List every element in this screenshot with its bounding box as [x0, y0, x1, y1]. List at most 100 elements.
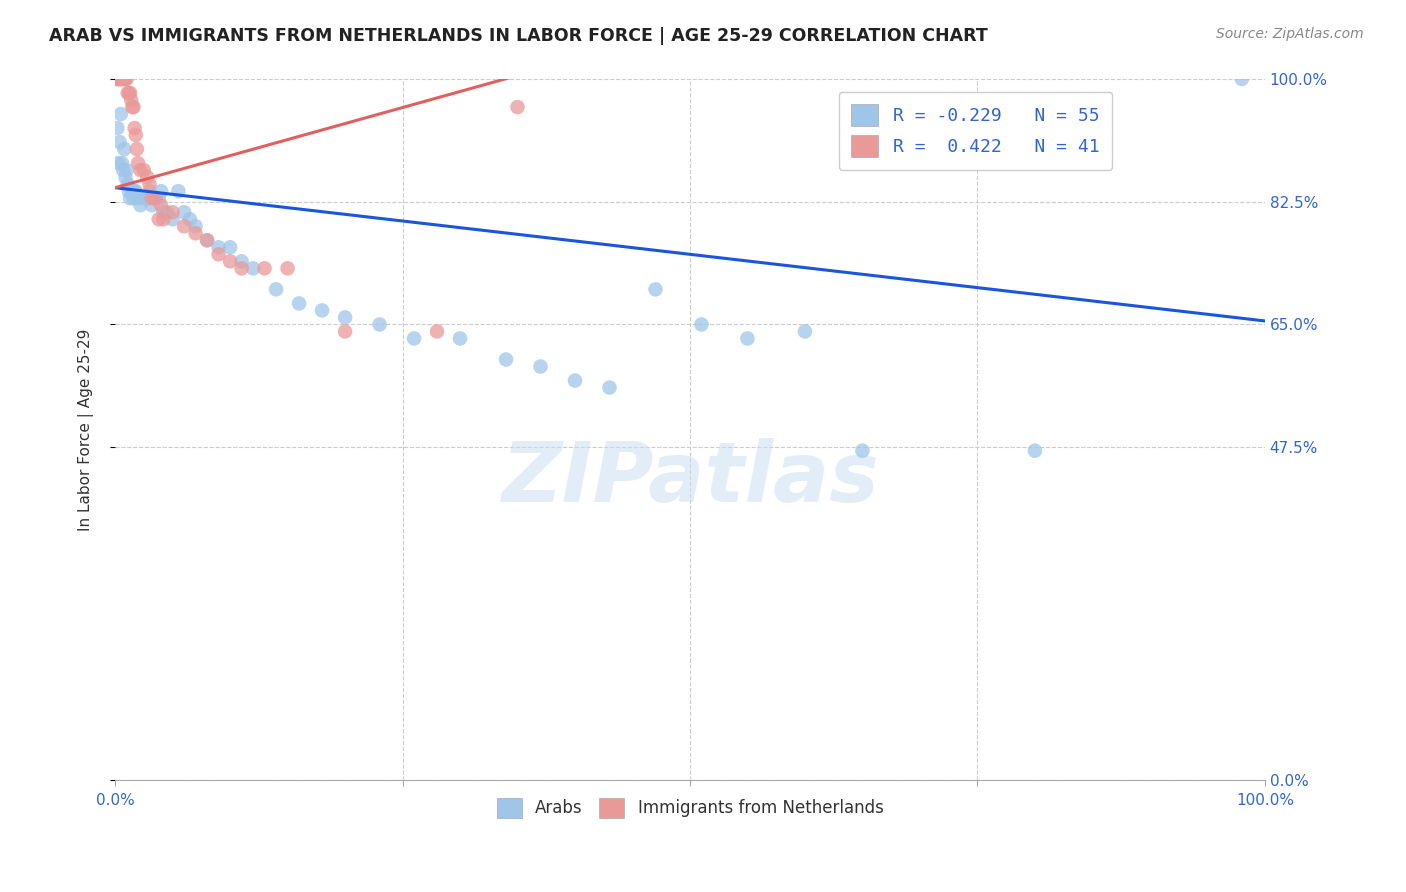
Point	[111, 156, 134, 170]
Point	[112, 72, 135, 87]
Point	[138, 184, 160, 198]
Point	[184, 227, 207, 241]
Point	[118, 184, 141, 198]
Point	[173, 205, 195, 219]
Point	[115, 72, 138, 87]
Point	[148, 191, 170, 205]
Point	[231, 254, 253, 268]
Point	[150, 198, 173, 212]
Point	[132, 191, 155, 205]
Point	[125, 142, 148, 156]
Point	[111, 72, 134, 87]
Point	[253, 261, 276, 276]
Point	[195, 233, 218, 247]
Text: ZIPatlas: ZIPatlas	[501, 438, 879, 519]
Point	[115, 163, 138, 178]
Point	[118, 191, 141, 205]
Point	[105, 72, 128, 87]
Point	[506, 100, 529, 114]
Point	[184, 219, 207, 234]
Point	[124, 184, 146, 198]
Point	[107, 121, 129, 136]
Point	[112, 142, 135, 156]
Point	[737, 331, 759, 345]
Point	[333, 325, 356, 339]
Point	[117, 177, 139, 191]
Point	[110, 72, 132, 87]
Point	[264, 282, 287, 296]
Point	[107, 72, 129, 87]
Point	[402, 331, 425, 345]
Point	[112, 163, 135, 178]
Point	[122, 191, 145, 205]
Point	[107, 156, 129, 170]
Point	[162, 205, 184, 219]
Point	[129, 198, 152, 212]
Point	[129, 163, 152, 178]
Point	[207, 247, 229, 261]
Point	[231, 261, 253, 276]
Point	[127, 156, 149, 170]
Y-axis label: In Labor Force | Age 25-29: In Labor Force | Age 25-29	[79, 328, 94, 531]
Point	[644, 282, 666, 296]
Point	[125, 184, 148, 198]
Point	[141, 198, 163, 212]
Point	[136, 170, 159, 185]
Point	[152, 212, 174, 227]
Point	[156, 205, 179, 219]
Point	[495, 352, 517, 367]
Point	[599, 380, 621, 394]
Point	[136, 191, 159, 205]
Point	[162, 212, 184, 227]
Point	[120, 93, 142, 107]
Point	[195, 233, 218, 247]
Point	[121, 184, 143, 198]
Point	[114, 170, 136, 185]
Point	[207, 240, 229, 254]
Point	[564, 374, 586, 388]
Point	[141, 191, 163, 205]
Point	[108, 135, 131, 149]
Point	[1024, 443, 1046, 458]
Point	[368, 318, 391, 332]
Point	[118, 86, 141, 100]
Point	[173, 219, 195, 234]
Point	[690, 318, 713, 332]
Point	[150, 184, 173, 198]
Point	[242, 261, 264, 276]
Point	[277, 261, 299, 276]
Point	[529, 359, 551, 374]
Point	[1230, 72, 1253, 87]
Point	[333, 310, 356, 325]
Point	[851, 443, 873, 458]
Point	[311, 303, 333, 318]
Point	[148, 212, 170, 227]
Point	[143, 191, 166, 205]
Point	[117, 86, 139, 100]
Point	[110, 107, 132, 121]
Text: ARAB VS IMMIGRANTS FROM NETHERLANDS IN LABOR FORCE | AGE 25-29 CORRELATION CHART: ARAB VS IMMIGRANTS FROM NETHERLANDS IN L…	[49, 27, 988, 45]
Point	[426, 325, 449, 339]
Point	[127, 191, 149, 205]
Point	[125, 128, 148, 142]
Point	[112, 72, 135, 87]
Point	[152, 205, 174, 219]
Point	[449, 331, 471, 345]
Point	[794, 325, 817, 339]
Point	[124, 121, 146, 136]
Point	[114, 72, 136, 87]
Point	[288, 296, 311, 310]
Point	[132, 163, 155, 178]
Point	[179, 212, 201, 227]
Point	[122, 100, 145, 114]
Point	[108, 72, 131, 87]
Point	[219, 240, 242, 254]
Point	[138, 177, 160, 191]
Point	[219, 254, 242, 268]
Text: Source: ZipAtlas.com: Source: ZipAtlas.com	[1216, 27, 1364, 41]
Point	[118, 86, 141, 100]
Point	[167, 184, 190, 198]
Point	[121, 100, 143, 114]
Legend: Arabs, Immigrants from Netherlands: Arabs, Immigrants from Netherlands	[489, 791, 890, 824]
Point	[107, 72, 129, 87]
